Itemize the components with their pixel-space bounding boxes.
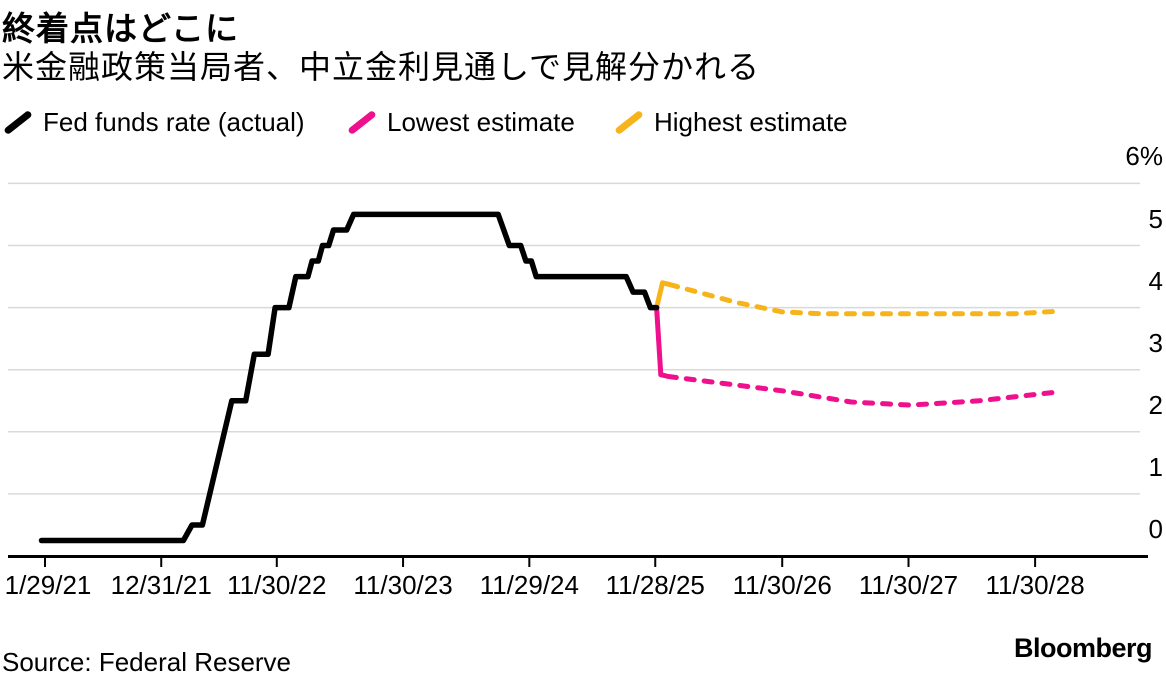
bloomberg-logo: Bloomberg — [1013, 633, 1153, 663]
legend-label: Lowest estimate — [387, 106, 575, 137]
y-axis-label: 3 — [1148, 327, 1163, 358]
x-axis-label: 11/30/27 — [858, 570, 959, 600]
x-axis-label: 12/31/21 — [110, 570, 212, 600]
series-highest-estimate-dashed-projection — [667, 282, 1060, 317]
legend-item-highest: Highest estimate — [614, 104, 848, 140]
x-axis-label: 1/29/21 — [4, 570, 92, 600]
legend-label: Fed funds rate (actual) — [43, 106, 305, 137]
y-axis-label: 6% — [1125, 141, 1163, 172]
y-axis-label: 2 — [1148, 389, 1163, 420]
y-axis-label: 1 — [1148, 451, 1163, 482]
y-axis-label: 0 — [1148, 514, 1163, 544]
chart-legend: Fed funds rate (actual) Lowest estimate … — [0, 104, 1166, 140]
source-note: Source: Federal Reserve — [2, 647, 292, 677]
series-lowest-estimate-solid-connector — [654, 305, 671, 379]
x-axis-label: 11/28/25 — [605, 570, 705, 600]
x-axis-label: 11/30/22 — [227, 570, 327, 600]
y-axis-label: 4 — [1148, 265, 1163, 296]
legend-label: Highest estimate — [654, 106, 848, 137]
chart-title: 終着点はどこに — [2, 10, 240, 47]
x-axis-label: 11/30/26 — [732, 570, 832, 600]
series-fed-funds-rate-actual — [38, 211, 660, 544]
series-highest-estimate-solid-connector — [654, 280, 673, 311]
x-axis-label: 11/30/28 — [985, 570, 1085, 600]
legend-item-lowest: Lowest estimate — [347, 104, 575, 140]
x-axis-label: 11/29/24 — [479, 570, 579, 600]
legend-item-actual: Fed funds rate (actual) — [3, 104, 305, 140]
x-axis-label: 11/30/23 — [353, 570, 453, 600]
series-lowest-estimate-dashed-projection — [665, 374, 1060, 408]
chart-subtitle: 米金融政策当局者、中立金利見通しで見解分かれる — [2, 49, 761, 85]
y-axis-label: 5 — [1148, 203, 1163, 234]
